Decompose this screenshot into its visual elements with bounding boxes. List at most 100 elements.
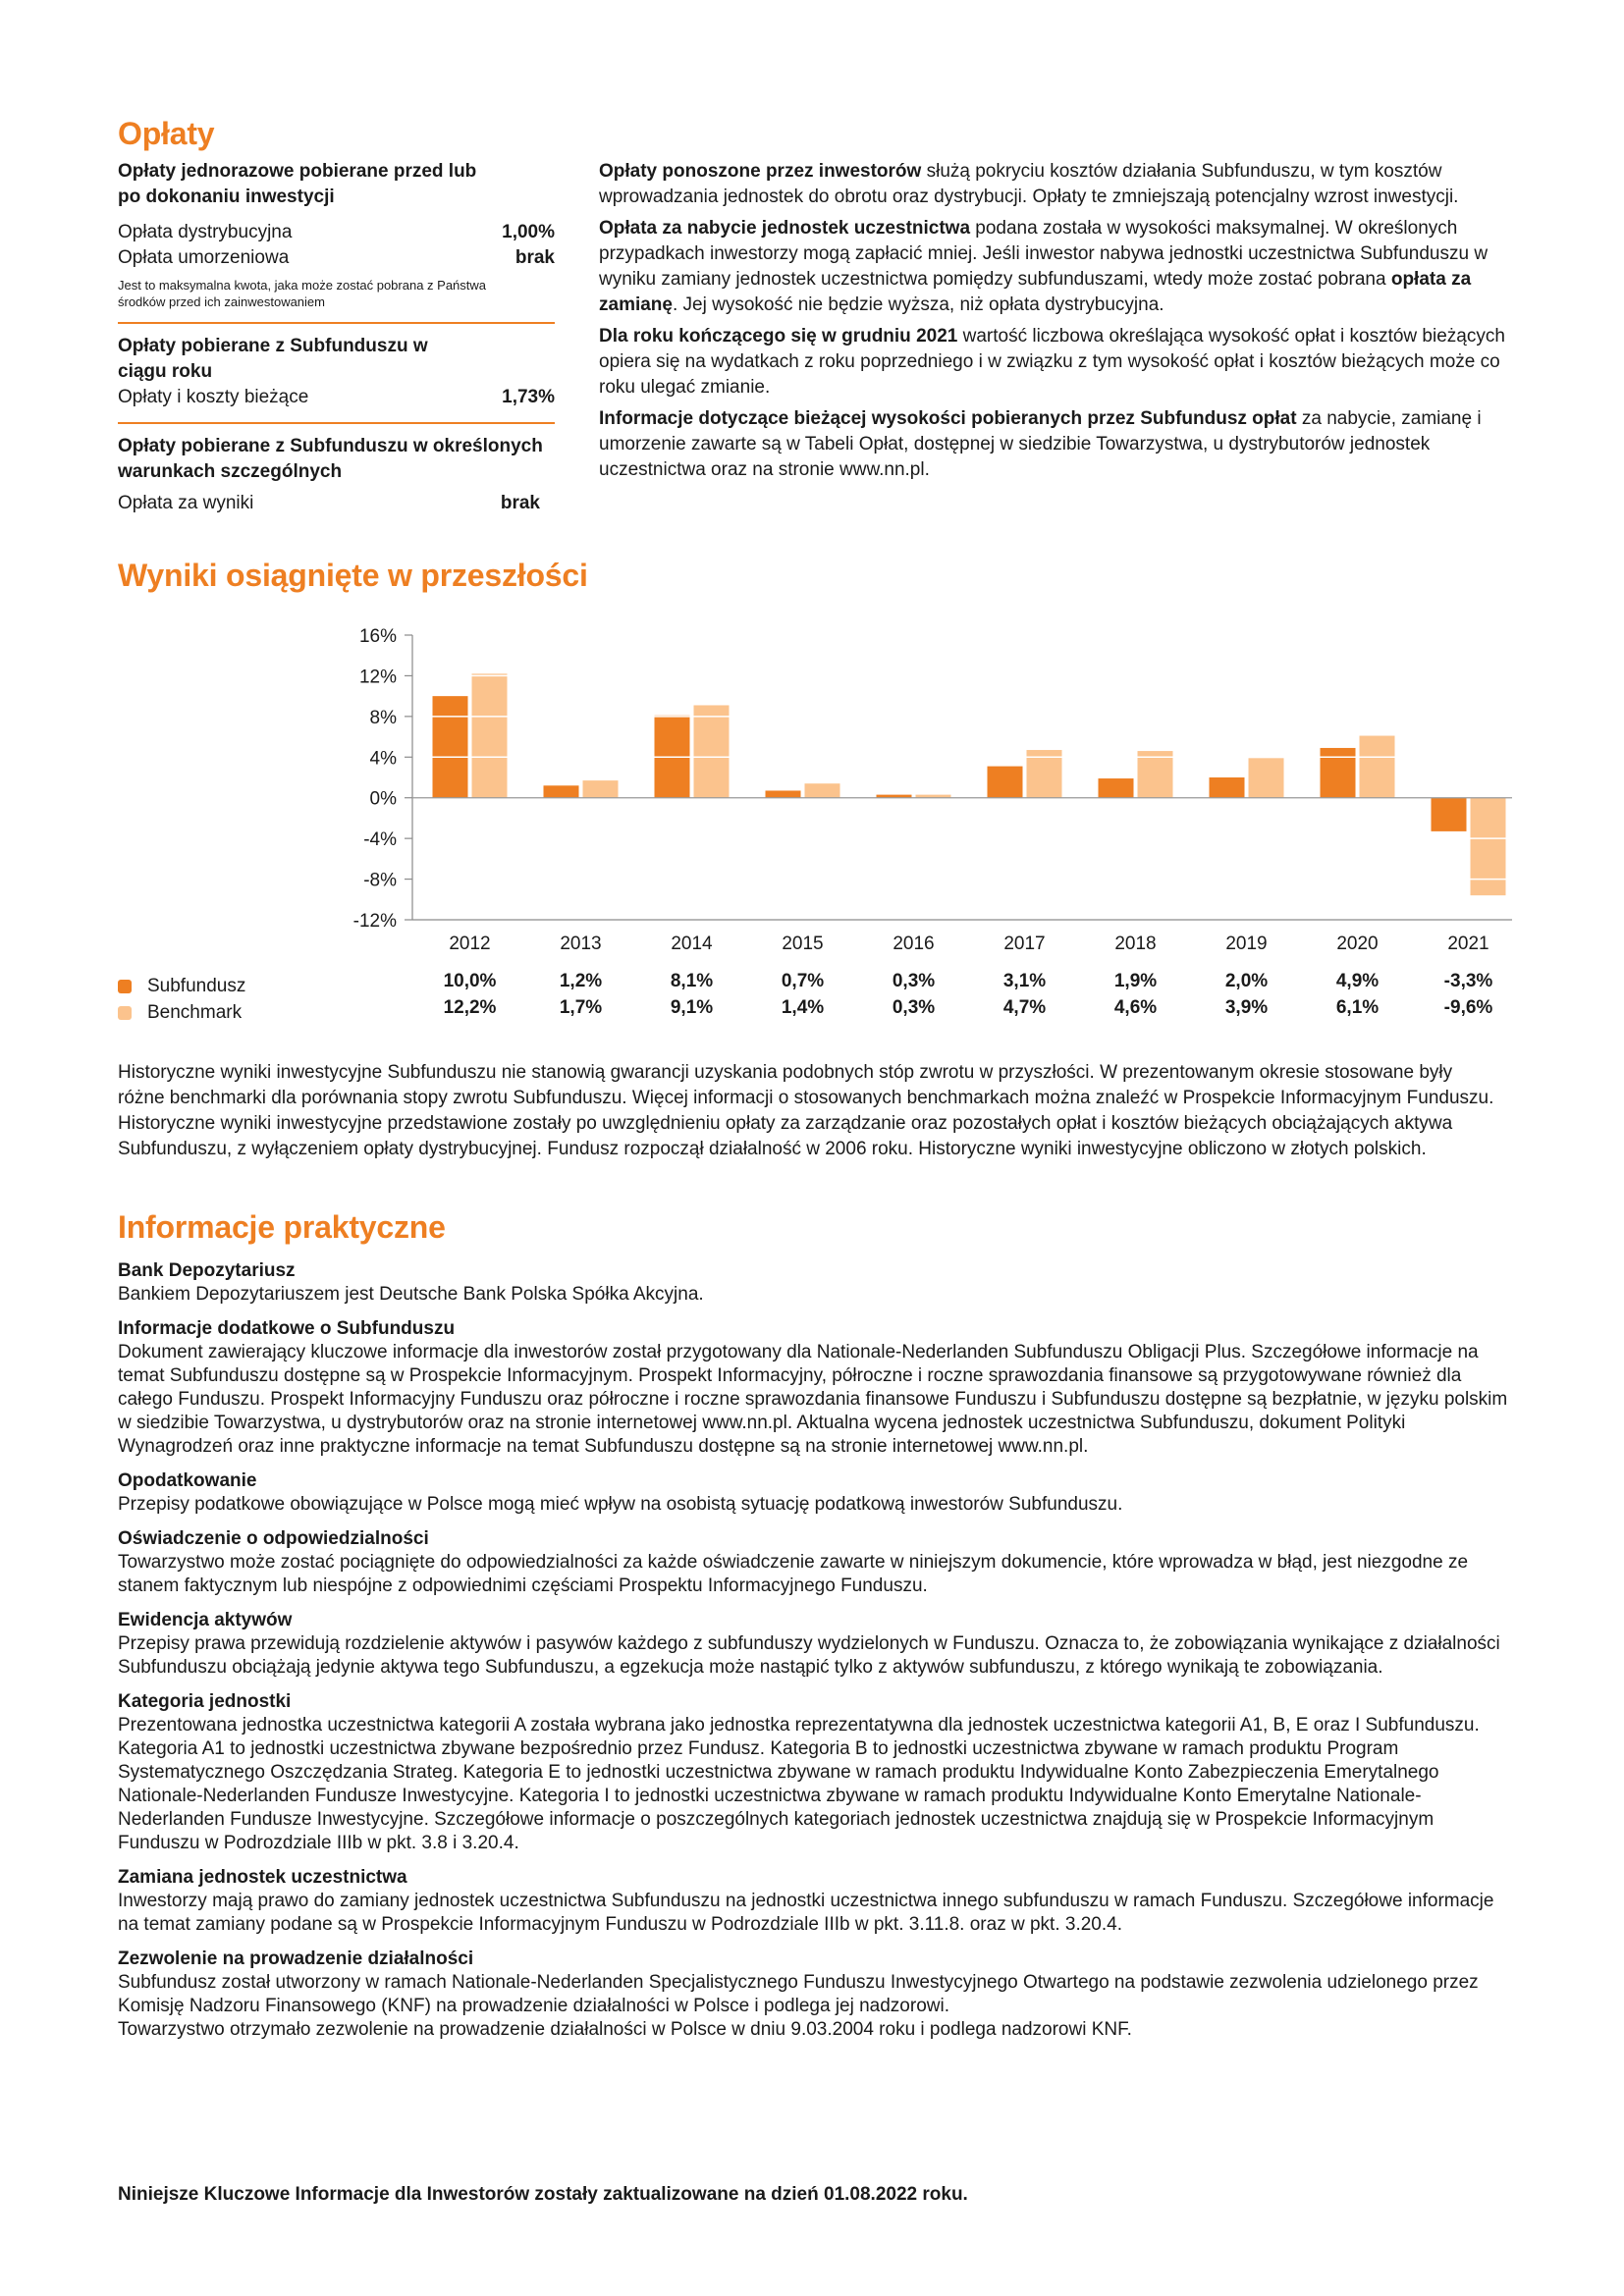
subfund-bar: [543, 785, 579, 798]
fees-paragraph-bold: Opłaty ponoszone przez inwestorów: [599, 161, 922, 182]
info-section-title: Bank Depozytariusz: [118, 1260, 296, 1281]
subfund-value-label: 8,1%: [671, 971, 713, 991]
info-section-body: Bankiem Depozytariuszem jest Deutsche Ba…: [118, 1284, 704, 1305]
info-section-body: Dokument zawierający kluczowe informacje…: [118, 1342, 1508, 1457]
special-fees-title: Opłaty pobierane z Subfunduszu w określo…: [118, 436, 543, 482]
benchmark-value-label: 6,1%: [1336, 997, 1379, 1018]
x-tick-label: 2013: [560, 934, 601, 954]
entry-fee-paragraph-text: podana została w wysokości maksymalnej. …: [599, 218, 1489, 290]
orange-divider: [118, 322, 555, 324]
y-tick-label: 16%: [359, 626, 397, 647]
ongoing-charges-paragraph: Dla roku kończącego się w grudniu 2021 w…: [599, 324, 1512, 400]
benchmark-value-label: 9,1%: [671, 997, 713, 1018]
benchmark-bar: [1470, 797, 1506, 896]
redemption-fee-label: Opłata umorzeniowa: [118, 247, 290, 268]
info-section: Ewidencja aktywów Przepisy prawa przewidu…: [118, 1609, 1512, 1680]
benchmark-bar: [915, 794, 951, 798]
legend-subfund: Subfundusz: [118, 976, 245, 997]
past-performance-chart: 16% 12% 8% 4% 0% -4% -8% -12% 2012 10,0% 12,2% 2013…: [353, 626, 1512, 1018]
subfund-bar: [765, 790, 801, 798]
legend-benchmark-label: Benchmark: [147, 1002, 243, 1023]
benchmark-bar: [471, 673, 508, 798]
performance-fee-row: Opłata za wyniki brak: [118, 491, 540, 516]
info-section-body: Towarzystwo może zostać pociągnięte do o…: [118, 1552, 1469, 1596]
y-tick-label: 4%: [370, 748, 398, 769]
benchmark-value-label: 12,2%: [444, 997, 497, 1018]
info-section-title: Opodatkowanie: [118, 1470, 257, 1491]
subfund-bar: [432, 696, 468, 798]
subfund-value-label: 10,0%: [444, 971, 497, 991]
x-tick-label: 2014: [671, 934, 713, 954]
benchmark-bar: [1026, 750, 1062, 798]
subfund-bar: [876, 794, 912, 798]
info-section-title: Ewidencja aktywów: [118, 1610, 293, 1630]
info-section-body: Prezentowana jednostka uczestnictwa kate…: [118, 1715, 1480, 1853]
fee-table-paragraph-text: za nabycie, zamianę i umorzenie zawarte …: [599, 408, 1482, 480]
past-performance-heading: Wyniki osiągnięte w przeszłości: [118, 558, 588, 593]
benchmark-value-label: 3,9%: [1225, 997, 1268, 1018]
benchmark-bar: [582, 780, 619, 798]
switch-fee-bold: opłata za zamianę: [599, 269, 1472, 315]
info-section-title: Oświadczenie o odpowiedzialności: [118, 1528, 429, 1549]
x-tick-label: 2019: [1225, 934, 1267, 954]
legend-benchmark-swatch: [118, 1006, 132, 1020]
x-tick-label: 2016: [893, 934, 934, 954]
info-section: Opodatkowanie Przepisy podatkowe obowiązu…: [118, 1469, 1512, 1517]
practical-info-heading: Informacje praktyczne: [118, 1209, 446, 1245]
x-tick-label: 2020: [1336, 934, 1378, 954]
fees-table: Opłaty jednorazowe pobierane przed lub p…: [118, 159, 555, 516]
subfund-bar: [987, 766, 1023, 798]
subfund-value-label: -3,3%: [1444, 971, 1493, 991]
performance-fee-value: brak: [500, 493, 540, 513]
y-tick-label: -4%: [363, 829, 397, 850]
legend-subfund-swatch: [118, 980, 132, 993]
y-tick-label: 12%: [359, 667, 397, 687]
benchmark-value-label: 4,7%: [1003, 997, 1046, 1018]
info-section: Bank Depozytariusz Bankiem Depozytariusze…: [118, 1259, 1512, 1307]
subfund-bar: [1431, 797, 1467, 831]
fee-table-paragraph: Informacje dotyczące bieżącej wysokości …: [599, 406, 1512, 483]
past-performance-disclaimer: Historyczne wyniki inwestycyjne Subfundu…: [118, 1062, 1494, 1159]
fees-paragraph: Opłaty ponoszone przez inwestorów służą …: [599, 159, 1512, 210]
entry-fee-paragraph: Opłata za nabycie jednostek uczestnictwa…: [599, 216, 1512, 318]
subfund-value-label: 2,0%: [1225, 971, 1268, 991]
legend-subfund-label: Subfundusz: [147, 976, 246, 996]
benchmark-bar: [1137, 751, 1173, 798]
benchmark-value-label: -9,6%: [1444, 997, 1493, 1018]
x-tick-label: 2018: [1114, 934, 1156, 954]
x-tick-label: 2015: [782, 934, 823, 954]
x-tick-label: 2012: [449, 934, 490, 954]
subfund-bar: [1098, 778, 1134, 798]
one-off-fees-title: Opłaty jednorazowe pobierane przed lub p…: [118, 161, 477, 207]
subfund-value-label: 3,1%: [1003, 971, 1046, 991]
practical-info: Bank Depozytariusz Bankiem Depozytariusze…: [118, 1259, 1512, 2053]
fees-description: Opłaty ponoszone przez inwestorów służą …: [599, 159, 1512, 489]
ongoing-charges-value: 1,73%: [502, 387, 555, 407]
info-section-body: Przepisy podatkowe obowiązujące w Polsce…: [118, 1494, 1123, 1515]
y-tick-label: -8%: [363, 871, 397, 891]
info-section-body: Subfundusz został utworzony w ramach Nat…: [118, 1972, 1479, 2040]
subfund-value-label: 0,3%: [893, 971, 935, 991]
y-tick-label: 0%: [370, 789, 398, 810]
subfund-value-label: 1,9%: [1114, 971, 1157, 991]
info-section: Zezwolenie na prowadzenie działalności Su…: [118, 1948, 1512, 2042]
fees-paragraph-text: służą pokryciu kosztów działania Subfund…: [599, 161, 1459, 207]
ongoing-charges-paragraph-text: wartość liczbowa określająca wysokość op…: [599, 326, 1505, 398]
x-tick-label: 2017: [1003, 934, 1045, 954]
redemption-fee-value: brak: [514, 247, 555, 268]
benchmark-value-label: 4,6%: [1114, 997, 1157, 1018]
info-section-body: Przepisy prawa przewidują rozdzielenie a…: [118, 1633, 1500, 1678]
benchmark-bar: [693, 705, 730, 798]
y-tick-label: 8%: [370, 708, 398, 728]
info-section: Oświadczenie o odpowiedzialności Towarzys…: [118, 1527, 1512, 1598]
redemption-fee-row: Opłata umorzeniowa brak: [118, 245, 555, 271]
subfund-value-label: 4,9%: [1336, 971, 1379, 991]
info-section-title: Zezwolenie na prowadzenie działalności: [118, 1949, 474, 1969]
max-amount-note: Jest to maksymalna kwota, jaka może zost…: [118, 278, 487, 309]
distribution-fee-value: 1,00%: [502, 222, 555, 242]
benchmark-value-label: 1,4%: [782, 997, 824, 1018]
x-tick-label: 2021: [1447, 934, 1489, 954]
info-section: Informacje dodatkowe o Subfunduszu Dokume…: [118, 1317, 1512, 1459]
info-section-title: Informacje dodatkowe o Subfunduszu: [118, 1318, 456, 1339]
subfund-value-label: 1,2%: [560, 971, 602, 991]
